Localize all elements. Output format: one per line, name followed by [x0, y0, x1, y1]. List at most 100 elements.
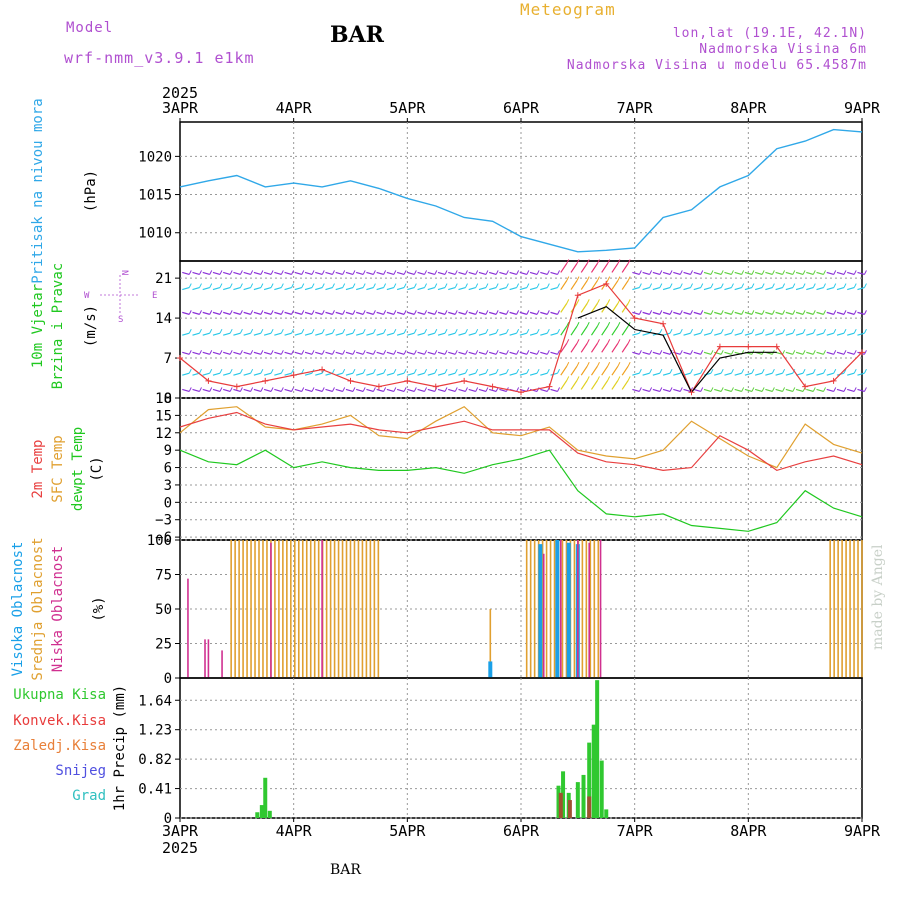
wind-barb — [448, 271, 456, 275]
wind-barb-tick — [362, 328, 366, 334]
precip-total-bar — [581, 774, 586, 818]
wind-barb — [274, 332, 282, 336]
wind-barb-tick — [720, 387, 724, 392]
wind-barb-tick — [823, 350, 826, 355]
wind-gust-marker — [688, 389, 695, 396]
x-tick-label-bottom: 5APR — [389, 822, 426, 840]
precip-total-bar — [259, 805, 264, 818]
wind-barb — [785, 271, 794, 275]
wind-barb — [836, 271, 845, 275]
wind-barb-tick — [301, 310, 305, 315]
wind-barb-tick — [311, 350, 315, 355]
cloud-high-bar — [488, 661, 493, 678]
wind-barb-tick — [731, 350, 734, 355]
wind-barb-tick — [864, 350, 867, 355]
wind-barb-tick — [823, 368, 826, 374]
wind-barb — [816, 388, 824, 393]
wind-barb — [703, 271, 712, 275]
wind-barb — [673, 271, 681, 275]
wind-barb — [284, 311, 292, 315]
wind-barb-tick — [659, 387, 663, 392]
wind-barb — [468, 286, 476, 291]
wind-barb — [304, 388, 313, 393]
wind-barb-tick — [372, 310, 376, 315]
wind-barb-tick — [597, 339, 600, 344]
wind-barb — [509, 311, 517, 315]
wind-barb — [499, 311, 507, 315]
wind-barb-tick — [566, 361, 570, 367]
temperature-ytick-label: 12 — [155, 426, 172, 442]
wind-barb — [315, 286, 323, 291]
wind-barb — [345, 271, 354, 275]
wind-barb-tick — [372, 270, 376, 275]
footer-station: BAR — [330, 862, 361, 878]
temp-ylabel: 2m Temp — [30, 439, 46, 498]
wind-barb-tick — [393, 368, 397, 374]
coords-label: lon,lat (19.1E, 42.1N) — [672, 26, 867, 41]
wind-barb — [468, 351, 476, 355]
wind-barb — [356, 372, 364, 376]
wind-barb — [662, 271, 671, 275]
wind-barb-tick — [526, 368, 530, 374]
wind-barb — [570, 280, 578, 290]
wind-barb — [540, 271, 548, 275]
wind-barb-tick — [557, 387, 561, 392]
wind-barb-tick — [485, 368, 489, 374]
wind-barb-tick — [311, 270, 315, 275]
wind-barb-tick — [833, 368, 837, 374]
wind-barb-tick — [383, 350, 387, 355]
wind-barb — [642, 271, 650, 275]
wind-barb-tick — [362, 387, 366, 392]
clouds-ytick-label: 25 — [155, 637, 172, 653]
wind-barb-tick — [638, 387, 642, 392]
wind-barb-tick — [700, 328, 704, 334]
wind-barb — [560, 303, 568, 313]
wind-barb — [632, 388, 640, 393]
x-tick-label-top: 7APR — [617, 99, 654, 117]
wind-barb — [478, 286, 487, 291]
wind-barb-tick — [566, 321, 570, 327]
wind-barb-tick — [383, 283, 387, 288]
wind-barb-tick — [782, 283, 786, 288]
wind-barb — [754, 372, 763, 376]
wind-barb — [304, 311, 313, 315]
wind-barb — [468, 372, 476, 376]
wind-barb — [335, 311, 343, 315]
wind-barb-tick — [761, 270, 765, 275]
wind-barb — [754, 271, 763, 275]
elevation-label: Nadmorska Visina 6m — [699, 42, 867, 57]
wind-barb — [857, 372, 865, 376]
wind-ytick-label: 7 — [164, 351, 172, 367]
wind-barb — [437, 286, 446, 291]
wind-barb — [611, 380, 619, 390]
wind-barb-tick — [270, 270, 274, 275]
wind-barb-tick — [270, 368, 274, 374]
wind-barb-tick — [546, 368, 550, 374]
temp-unit: (C) — [89, 456, 105, 481]
wind-barb — [826, 388, 834, 393]
wind-barb-tick — [557, 368, 561, 374]
temperature-ytick-label: 18 — [155, 391, 172, 407]
x-tick-label-top: 5APR — [389, 99, 426, 117]
wind-barb — [724, 271, 732, 275]
wind-barb-tick — [505, 310, 509, 315]
cloud-ylabel3: Niska Oblacnost — [50, 546, 66, 672]
wind-barb — [448, 311, 456, 315]
wind-barb-tick — [332, 368, 335, 374]
wind-barb — [315, 351, 323, 355]
wind-barb-tick — [516, 368, 520, 374]
wind-barb-tick — [424, 310, 428, 315]
wind-ylabel2: Brzina i Pravac — [50, 263, 66, 389]
wind-barb — [570, 343, 578, 353]
x-tick-label-bottom: 8APR — [730, 822, 767, 840]
wind-barb-tick — [823, 283, 826, 288]
wind-barb-tick — [362, 368, 366, 374]
wind-barb — [673, 388, 681, 393]
wind-barb — [601, 325, 609, 336]
temp-ylabel2: SFC Temp — [50, 435, 66, 502]
wind-barb-tick — [219, 387, 223, 392]
wind-barb-tick — [864, 283, 867, 288]
wind-barb-tick — [586, 321, 590, 327]
wind-barb-tick — [843, 350, 847, 355]
wind-barb — [621, 380, 629, 390]
